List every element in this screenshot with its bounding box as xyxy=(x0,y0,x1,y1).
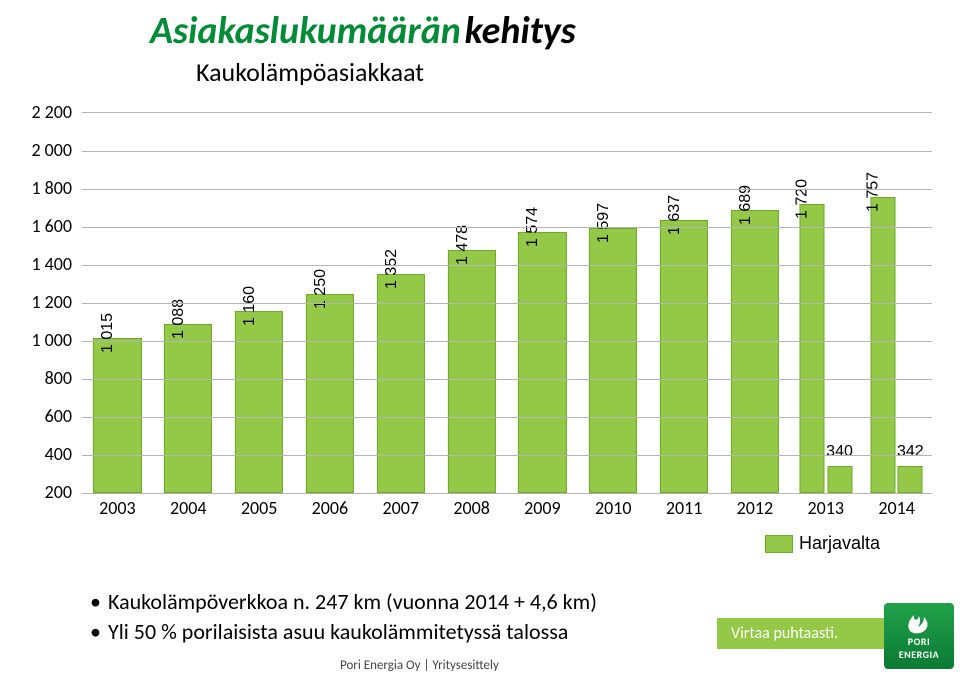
gridline xyxy=(82,189,932,190)
bullet-item: Kaukolämpöverkkoa n. 247 km (vuonna 2014… xyxy=(90,587,597,617)
bullet-list: Kaukolämpöverkkoa n. 247 km (vuonna 2014… xyxy=(50,587,597,646)
title-sub: kehitys xyxy=(464,8,575,54)
page-title: Asiakaslukumäärän kehitys xyxy=(150,8,576,54)
y-axis-label: 400 xyxy=(22,443,72,465)
gridline xyxy=(82,341,932,342)
bar-value-label: 1 757 xyxy=(865,172,883,212)
y-axis-label: 2 000 xyxy=(22,139,72,161)
x-axis-label: 2003 xyxy=(99,497,136,519)
flame-icon xyxy=(900,609,938,635)
bar-value-label: 1 597 xyxy=(595,203,613,243)
gridline xyxy=(82,417,932,418)
bar-primary: 1 352 xyxy=(377,274,425,493)
bar-value-label: 1 160 xyxy=(241,286,259,326)
gridline xyxy=(82,265,932,266)
y-axis-label: 2 200 xyxy=(22,101,72,123)
x-axis-label: 2008 xyxy=(453,497,490,519)
bar-value-label: 1 720 xyxy=(794,179,812,219)
legend-swatch-icon xyxy=(765,535,793,553)
x-axis-label: 2005 xyxy=(241,497,278,519)
x-axis-label: 2013 xyxy=(808,497,845,519)
y-axis-label: 1 200 xyxy=(22,291,72,313)
bullet-item: Yli 50 % porilaisista asuu kaukolämmitet… xyxy=(90,617,597,647)
legend-label: Harjavalta xyxy=(799,533,880,553)
x-axis-label: 2009 xyxy=(524,497,561,519)
footer-brand: Virtaa puhtaasti. PORI ENERGIA xyxy=(705,595,960,685)
bar-value-label: 1 637 xyxy=(666,195,684,235)
y-axis-label: 1 600 xyxy=(22,215,72,237)
legend-harjavalta: Harjavalta xyxy=(765,533,880,554)
gridline xyxy=(82,493,932,494)
page-subtitle: Kaukolämpöasiakkaat xyxy=(196,56,576,88)
gridline xyxy=(82,455,932,456)
bar-primary: 1 574 xyxy=(518,232,566,493)
footer-text: Pori Energia Oy | Yritysesittely xyxy=(340,658,499,673)
x-axis-label: 2006 xyxy=(312,497,349,519)
brand-logo: PORI ENERGIA xyxy=(884,603,954,669)
gridline xyxy=(82,151,932,152)
plot-area: 1 015 1 088 1 160 1 250 1 352 1 478 1 574 1 597… xyxy=(82,112,932,493)
bar-primary: 1 720 xyxy=(799,204,824,493)
logo-text-line1: PORI xyxy=(884,637,954,648)
x-axis-label: 2011 xyxy=(666,497,703,519)
x-axis-label: 2004 xyxy=(170,497,207,519)
x-axis-label: 2014 xyxy=(878,497,915,519)
title-block: Asiakaslukumäärän kehitys Kaukolämpöasia… xyxy=(150,8,576,88)
bar-secondary: 340 xyxy=(827,466,852,493)
bar-value-label: 1 088 xyxy=(170,299,188,339)
bar-primary: 1 689 xyxy=(731,210,779,493)
x-axis-label: 2007 xyxy=(383,497,420,519)
title-main: Asiakaslukumäärän xyxy=(150,8,461,54)
bar-value-label: 1 689 xyxy=(737,185,755,225)
bar-primary: 1 015 xyxy=(93,338,141,493)
gridline xyxy=(82,379,932,380)
bar-primary: 1 160 xyxy=(235,311,283,493)
y-axis-label: 1 800 xyxy=(22,177,72,199)
y-axis-label: 200 xyxy=(22,481,72,503)
bar-primary: 1 637 xyxy=(660,220,708,493)
bar-secondary-value-label: 340 xyxy=(826,443,853,461)
gridline xyxy=(82,227,932,228)
bar-value-label: 1 478 xyxy=(454,225,472,265)
bar-value-label: 1 352 xyxy=(383,249,401,289)
y-axis-label: 600 xyxy=(22,405,72,427)
y-axis-label: 1 000 xyxy=(22,329,72,351)
x-axis-label: 2012 xyxy=(737,497,774,519)
y-axis-label: 1 400 xyxy=(22,253,72,275)
bar-secondary: 342 xyxy=(898,466,923,493)
bar-secondary-value-label: 342 xyxy=(897,443,924,461)
bar-value-label: 1 015 xyxy=(99,313,117,353)
bar-primary: 1 250 xyxy=(306,294,354,494)
bar-primary: 1 088 xyxy=(164,324,212,493)
bar-primary: 1 757 xyxy=(870,197,895,493)
x-axis-label: 2010 xyxy=(595,497,632,519)
chart-area: 1 015 1 088 1 160 1 250 1 352 1 478 1 574 1 597… xyxy=(22,112,932,522)
bar-primary: 1 597 xyxy=(589,228,637,493)
bar-primary: 1 478 xyxy=(447,250,495,493)
y-axis-label: 800 xyxy=(22,367,72,389)
logo-text-line2: ENERGIA xyxy=(884,650,954,661)
gridline xyxy=(82,303,932,304)
